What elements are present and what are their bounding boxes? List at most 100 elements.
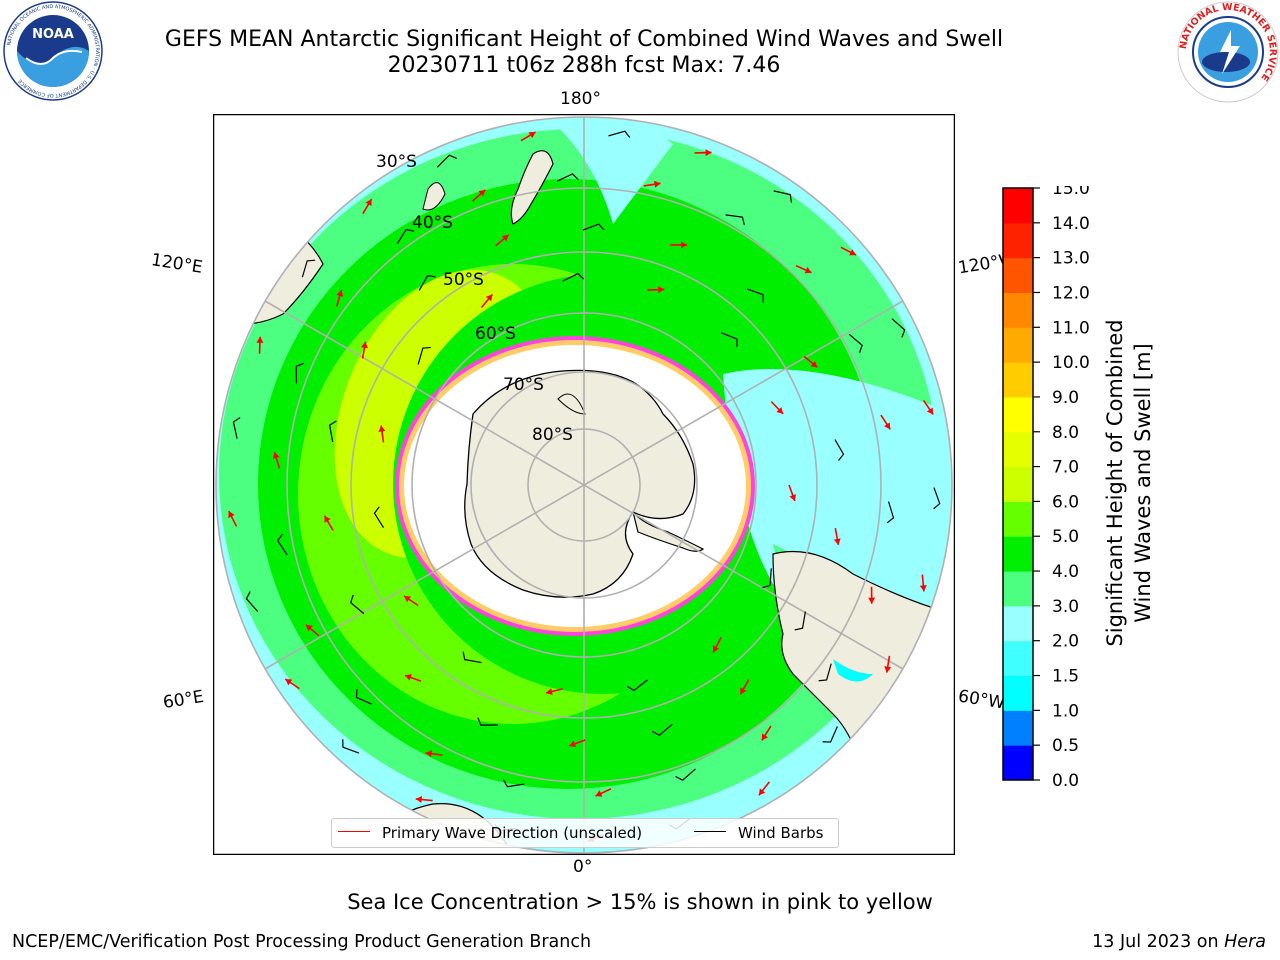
sea-ice-note: Sea Ice Concentration > 15% is shown in …: [347, 890, 933, 914]
wave-arrow-head: [681, 241, 688, 249]
wind-barb: [725, 214, 745, 226]
lon-label-180: 180°: [560, 89, 601, 109]
wave-arrow-head: [789, 494, 797, 501]
footer-host: Hera: [1224, 932, 1266, 952]
wave-arrow-head: [868, 597, 876, 604]
colorbar-label-line2: Wind Waves and Swell [m]: [1131, 343, 1155, 623]
wave-arrow-head: [758, 788, 766, 796]
wave-arrow-head: [884, 666, 892, 673]
wind-barb: [436, 154, 457, 168]
colorbar-tick-label: 12.0: [1052, 283, 1090, 303]
colorbar-tick-label: 1.0: [1052, 701, 1079, 721]
antarctic-peninsula: [632, 511, 705, 552]
wave-arrow-head: [926, 407, 934, 415]
colorbar-band: [1003, 362, 1033, 398]
wind-barb: [417, 346, 431, 365]
legend-barb-label: Wind Barbs: [738, 824, 824, 842]
wind-barb: [396, 228, 415, 245]
wind-barb: [608, 130, 631, 138]
wave-arrow-head: [658, 286, 665, 294]
colorbar-tick-label: 1.5: [1052, 667, 1079, 687]
wave-arrow-head: [360, 341, 368, 349]
lat-label-50s: 50°S: [443, 270, 484, 290]
wind-barb: [933, 487, 941, 510]
colorbar-tick-label: 10.0: [1052, 353, 1090, 373]
colorbar-band: [1003, 710, 1033, 746]
lon-label-120e: 120°E: [149, 250, 204, 278]
colorbar-band: [1003, 257, 1033, 293]
wave-arrow-head: [425, 750, 432, 758]
colorbar-band: [1003, 431, 1033, 468]
wave-arrow-head: [404, 674, 412, 681]
wave-arrow-head: [883, 422, 891, 430]
footer-date-text: 13 Jul 2023 on: [1092, 932, 1219, 952]
colorbar-band: [1003, 222, 1033, 259]
footer-branch: NCEP/EMC/Verification Post Processing Pr…: [12, 932, 592, 952]
colorbar-band: [1003, 501, 1033, 537]
wind-barb: [355, 689, 373, 705]
wave-arrow-head: [501, 234, 509, 242]
wave-arrow-head: [415, 796, 423, 804]
footer-date: 13 Jul 2023 on Hera: [1092, 932, 1266, 952]
chart-title: GEFS MEAN Antarctic Significant Height o…: [164, 27, 1004, 52]
legend-wave-label: Primary Wave Direction (unscaled): [382, 824, 643, 842]
lat-label-60s: 60°S: [475, 324, 516, 344]
wave-arrow-head: [228, 511, 235, 519]
wind-barb: [245, 591, 259, 612]
lon-label-60w: 60°W: [956, 686, 1007, 714]
colorbar-label-line1: Significant Height of Combined: [1103, 319, 1127, 646]
wave-arrow-head: [324, 515, 331, 523]
colorbar-tick-label: 9.0: [1052, 388, 1079, 408]
noaa-logo-text: NOAA: [32, 27, 74, 42]
wave-arrow-head: [528, 132, 536, 139]
colorbar-band: [1003, 605, 1033, 642]
wave-arrow-head: [478, 189, 486, 197]
wind-barb: [373, 506, 384, 528]
wind-barb: [652, 723, 673, 736]
map-legend: Primary Wave Direction (unscaled) Wind B…: [331, 818, 839, 848]
wave-arrow-head: [272, 452, 280, 459]
wind-barb: [626, 679, 648, 692]
colorbar-band: [1003, 396, 1033, 433]
wave-arrow-head: [256, 336, 264, 343]
polar-map: [213, 114, 955, 855]
wave-arrow-head: [712, 645, 720, 653]
colorbar-tick-label: 13.0: [1052, 249, 1090, 269]
legend-barb-swatch: [694, 831, 726, 832]
colorbar-band: [1003, 675, 1033, 711]
wave-arrow-head: [810, 360, 818, 368]
wind-barb: [562, 272, 585, 282]
wind-barb: [822, 726, 838, 743]
colorbar-tick-label: 6.0: [1052, 492, 1079, 512]
wind-barb: [418, 274, 436, 291]
colorbar-band: [1003, 327, 1033, 363]
noaa-logo: NOAA NATIONAL OCEANIC AND ATMOSPHERIC AD…: [3, 1, 103, 101]
wind-barb: [277, 533, 288, 556]
lat-label-40s: 40°S: [412, 213, 453, 233]
lon-label-0: 0°: [573, 857, 593, 877]
legend-wave-swatch: [338, 831, 370, 832]
wind-barb: [502, 779, 525, 788]
wave-arrow-head: [378, 425, 386, 432]
wave-arrow-head: [919, 585, 927, 592]
wind-barb: [746, 288, 764, 303]
wave-arrow-head: [849, 249, 857, 256]
wave-arrow-head: [705, 149, 712, 157]
wind-barb: [762, 568, 772, 589]
lat-label-70s: 70°S: [503, 375, 544, 395]
wave-arrow-head: [569, 740, 577, 748]
meridians: [264, 117, 904, 853]
wave-arrow-head: [654, 180, 661, 188]
wave-arrow-head: [776, 407, 784, 414]
colorbar-band: [1003, 536, 1033, 572]
wind-barb: [462, 651, 482, 664]
colorbar-band: [1003, 571, 1033, 607]
wind-barb: [232, 417, 241, 439]
wave-arrow-head: [804, 266, 812, 274]
colorbar: 0.0 0.5 1.0 1.5 2.0 3.0 4.0 5.0 6.0 7.0 8.0 9.0 10.0…: [1002, 186, 1090, 786]
colorbar-tick-label: 8.0: [1052, 423, 1079, 443]
colorbar-band: [1003, 466, 1033, 502]
off-disk-white: [213, 114, 955, 855]
colorbar-tick-label: 0.0: [1052, 771, 1079, 786]
wave-arrow-head: [336, 290, 344, 297]
